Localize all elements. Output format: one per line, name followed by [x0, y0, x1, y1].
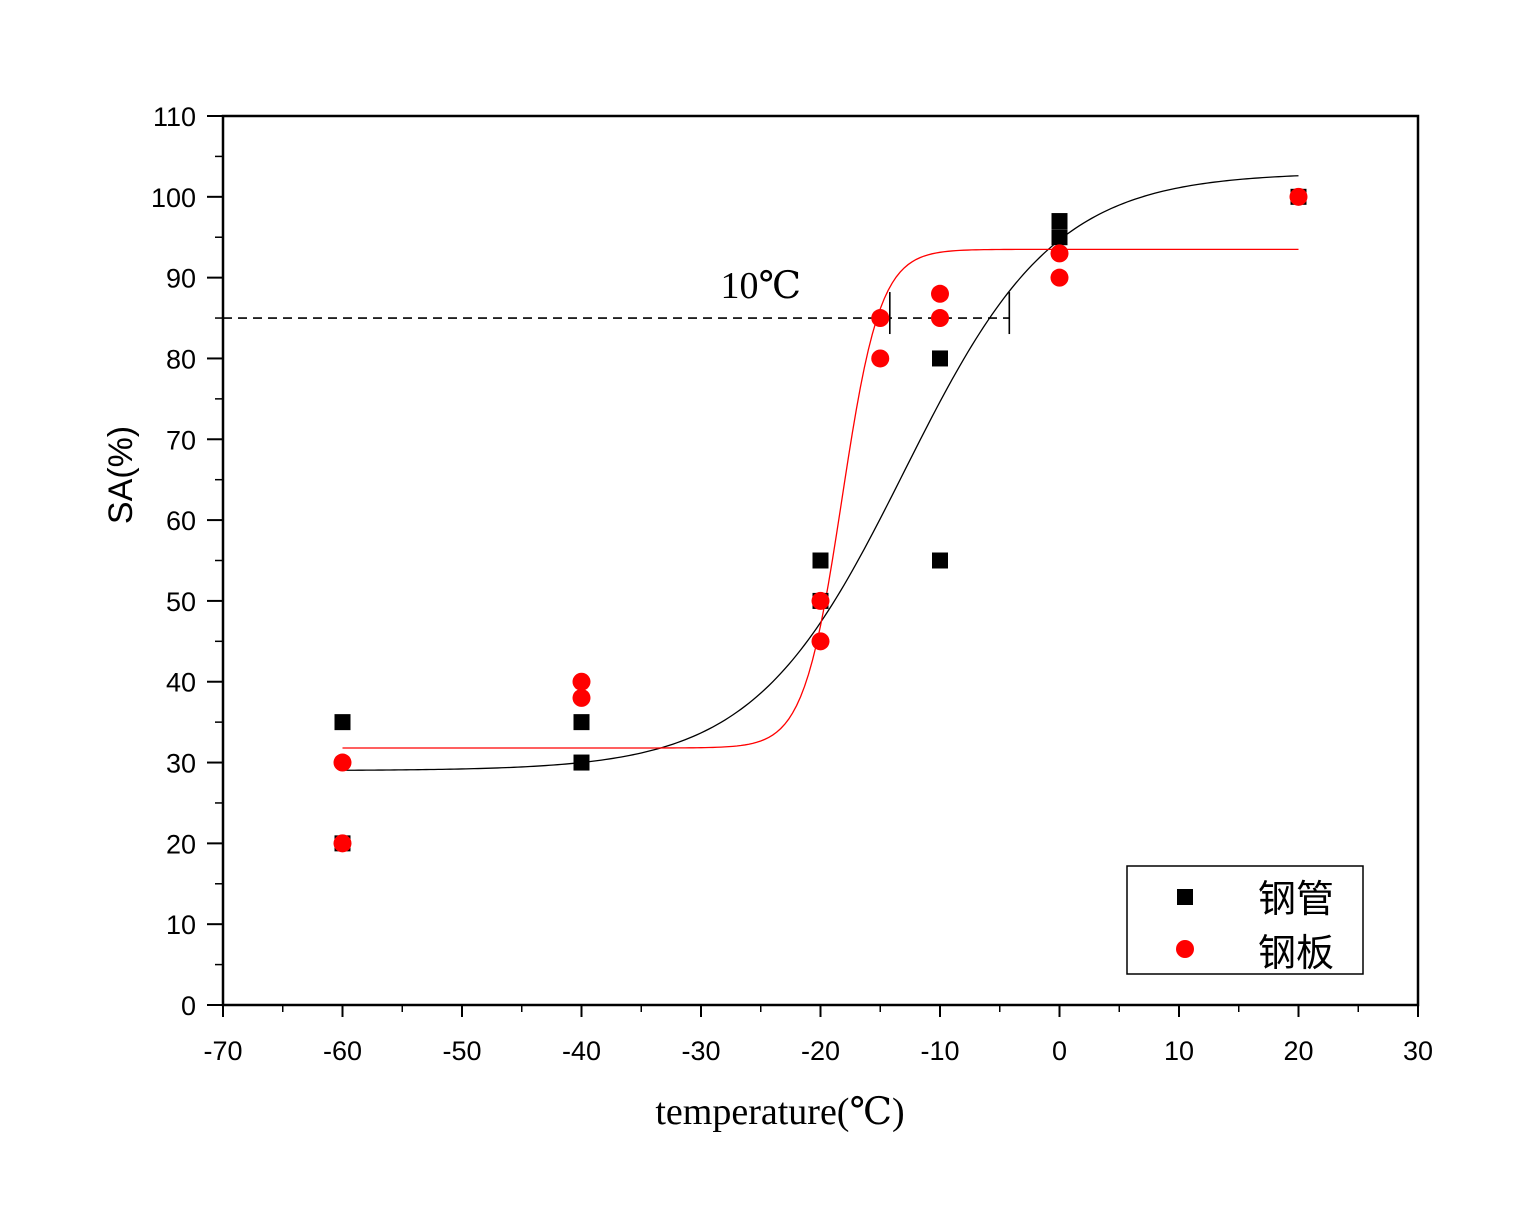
legend: 钢管 钢板	[1126, 865, 1364, 975]
point-series1-2	[572, 672, 591, 691]
x-tick-label-5: -20	[801, 1036, 840, 1066]
point-series1-5	[811, 632, 830, 651]
point-series1-7	[871, 349, 890, 368]
y-tick-label-5: 50	[166, 587, 196, 617]
point-series0-6	[932, 350, 948, 367]
legend-label-steel-pipe: 钢管	[1258, 877, 1334, 921]
y-tick-label-6: 60	[166, 506, 196, 536]
annotation-10c: 10℃	[720, 265, 801, 307]
point-series1-11	[1050, 268, 1069, 287]
x-tick-label-10: 30	[1403, 1036, 1433, 1066]
y-axis: 0 10 20 30 40 50 60 70 80 90 100 110	[151, 102, 223, 1021]
point-series0-7	[932, 552, 948, 569]
x-axis-title: temperature(℃)	[655, 1091, 904, 1133]
x-tick-label-0: -70	[203, 1036, 242, 1066]
x-axis: -70 -60 -50 -40 -30 -20 -10 0 10 20 30	[203, 1005, 1433, 1066]
y-axis-title: SA(%)	[102, 426, 140, 524]
point-series0-8	[1051, 213, 1068, 230]
point-series1-3	[572, 688, 591, 707]
point-series1-6	[871, 309, 890, 328]
reference-line-group	[223, 292, 1011, 335]
legend-marker-steel-pipe	[1177, 889, 1193, 905]
x-tick-label-3: -40	[562, 1036, 601, 1066]
x-tick-label-4: -30	[681, 1036, 720, 1066]
point-series1-1	[333, 834, 352, 853]
y-tick-label-8: 80	[166, 344, 196, 374]
x-tick-label-7: 0	[1052, 1036, 1067, 1066]
point-series0-0	[334, 714, 351, 731]
legend-marker-steel-plate	[1176, 940, 1194, 958]
y-tick-label-0: 0	[181, 991, 196, 1021]
point-series1-8	[931, 284, 949, 303]
point-series1-0	[333, 753, 352, 772]
point-series0-2	[573, 714, 590, 731]
point-series0-4	[812, 552, 829, 569]
point-series1-9	[931, 309, 949, 328]
legend-label-steel-plate: 钢板	[1258, 931, 1334, 975]
y-tick-label-4: 40	[166, 668, 196, 698]
y-tick-label-9: 90	[166, 264, 196, 294]
point-series0-3	[573, 754, 590, 771]
x-tick-label-9: 20	[1283, 1036, 1313, 1066]
x-tick-label-2: -50	[442, 1036, 481, 1066]
y-tick-label-10: 100	[151, 183, 196, 213]
x-tick-label-1: -60	[323, 1036, 362, 1066]
fit-curves	[342, 175, 1299, 771]
point-series1-12	[1289, 187, 1308, 206]
legend-box	[1126, 865, 1364, 975]
y-tick-label-7: 70	[166, 425, 196, 455]
data-points	[333, 187, 1308, 853]
point-series1-4	[811, 591, 830, 610]
fit-curve-0	[342, 175, 1299, 771]
y-tick-label-2: 20	[166, 829, 196, 859]
y-tick-label-1: 10	[166, 910, 196, 940]
y-tick-label-3: 30	[166, 749, 196, 779]
fit-curve-1	[342, 248, 1299, 749]
y-tick-label-11: 110	[153, 102, 196, 132]
x-tick-label-6: -10	[920, 1036, 959, 1066]
point-series0-9	[1051, 229, 1068, 246]
x-tick-label-8: 10	[1164, 1036, 1194, 1066]
point-series1-10	[1050, 244, 1069, 263]
